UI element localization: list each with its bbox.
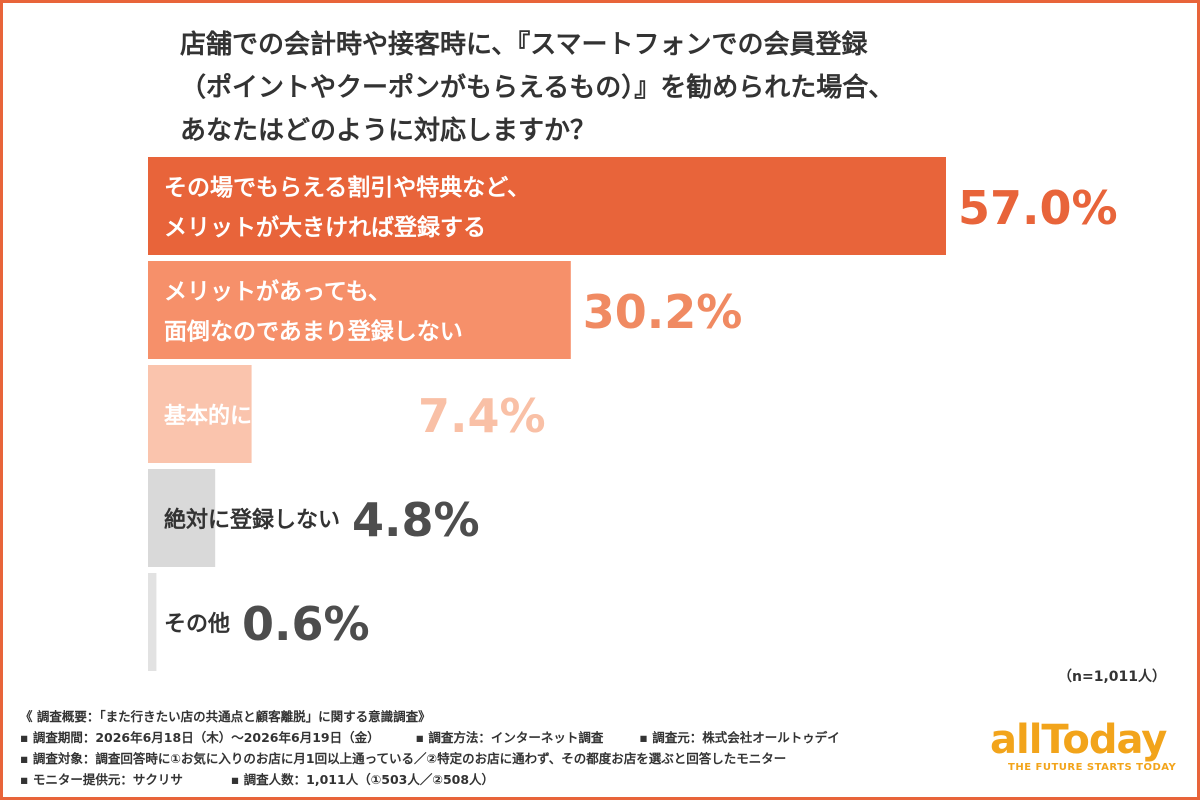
category-label-2: メリットがあっても、面倒なのであまり登録しない bbox=[164, 278, 463, 345]
bar-5 bbox=[148, 573, 157, 671]
sample-size-note: （n=1,011人） bbox=[1058, 669, 1166, 685]
notes-period: ▪ 調査期間：2026年6月18日（木）〜2026年6月19日（金） bbox=[20, 730, 380, 745]
notes-count: ▪ 調査人数：1,011人（①503人／②508人） bbox=[230, 772, 495, 787]
title-line-2: （ポイントやクーポンがもらえるもの）』を勧められた場合、 bbox=[180, 73, 895, 103]
bar-1 bbox=[148, 157, 946, 255]
bar-2 bbox=[148, 261, 571, 359]
alltoday-logo: allToday THE FUTURE STARTS TODAY bbox=[990, 718, 1190, 773]
title-line-1: 店舗での会計時や接客時に、『スマートフォンでの会員登録 bbox=[180, 30, 868, 60]
category-label-3: 基本的にいつも登録する bbox=[164, 403, 406, 429]
bar-4 bbox=[148, 469, 216, 567]
category-label-1: その場でもらえる割引や特典など、メリットが大きければ登録する bbox=[164, 174, 530, 241]
logo-wordmark: allToday bbox=[990, 717, 1167, 763]
value-label-3: 7.4% bbox=[418, 389, 546, 443]
value-label-5: 0.6% bbox=[242, 597, 370, 651]
bar-3 bbox=[148, 365, 252, 463]
category-label-5: その他 bbox=[164, 612, 230, 637]
logo-tagline: THE FUTURE STARTS TODAY bbox=[1008, 762, 1177, 773]
value-label-2: 30.2% bbox=[583, 285, 743, 339]
notes-header: 《 調査概要：「また行きたい店の共通点と顧客離脱」に関する意識調査》 bbox=[20, 709, 431, 724]
category-label-4: 絶対に登録しない bbox=[164, 507, 340, 533]
notes-method: ▪ 調査方法：インターネット調査 bbox=[415, 730, 604, 745]
notes-target: ▪ 調査対象：調査回答時に①お気に入りのお店に月1回以上通っている／②特定のお店… bbox=[20, 751, 787, 766]
value-label-1: 57.0% bbox=[958, 181, 1118, 235]
title-line-3: あなたはどのように対応しますか？ bbox=[180, 116, 597, 146]
notes-provider: ▪ モニター提供元：サクリサ bbox=[20, 772, 183, 787]
notes-source: ▪ 調査元：株式会社オールトゥデイ bbox=[639, 730, 840, 745]
chart-title: 店舗での会計時や接客時に、『スマートフォンでの会員登録 （ポイントやクーポンがも… bbox=[180, 24, 1080, 153]
value-label-4: 4.8% bbox=[352, 493, 480, 547]
survey-notes: 《 調査概要：「また行きたい店の共通点と顧客離脱」に関する意識調査》 ▪ 調査期… bbox=[20, 706, 840, 790]
